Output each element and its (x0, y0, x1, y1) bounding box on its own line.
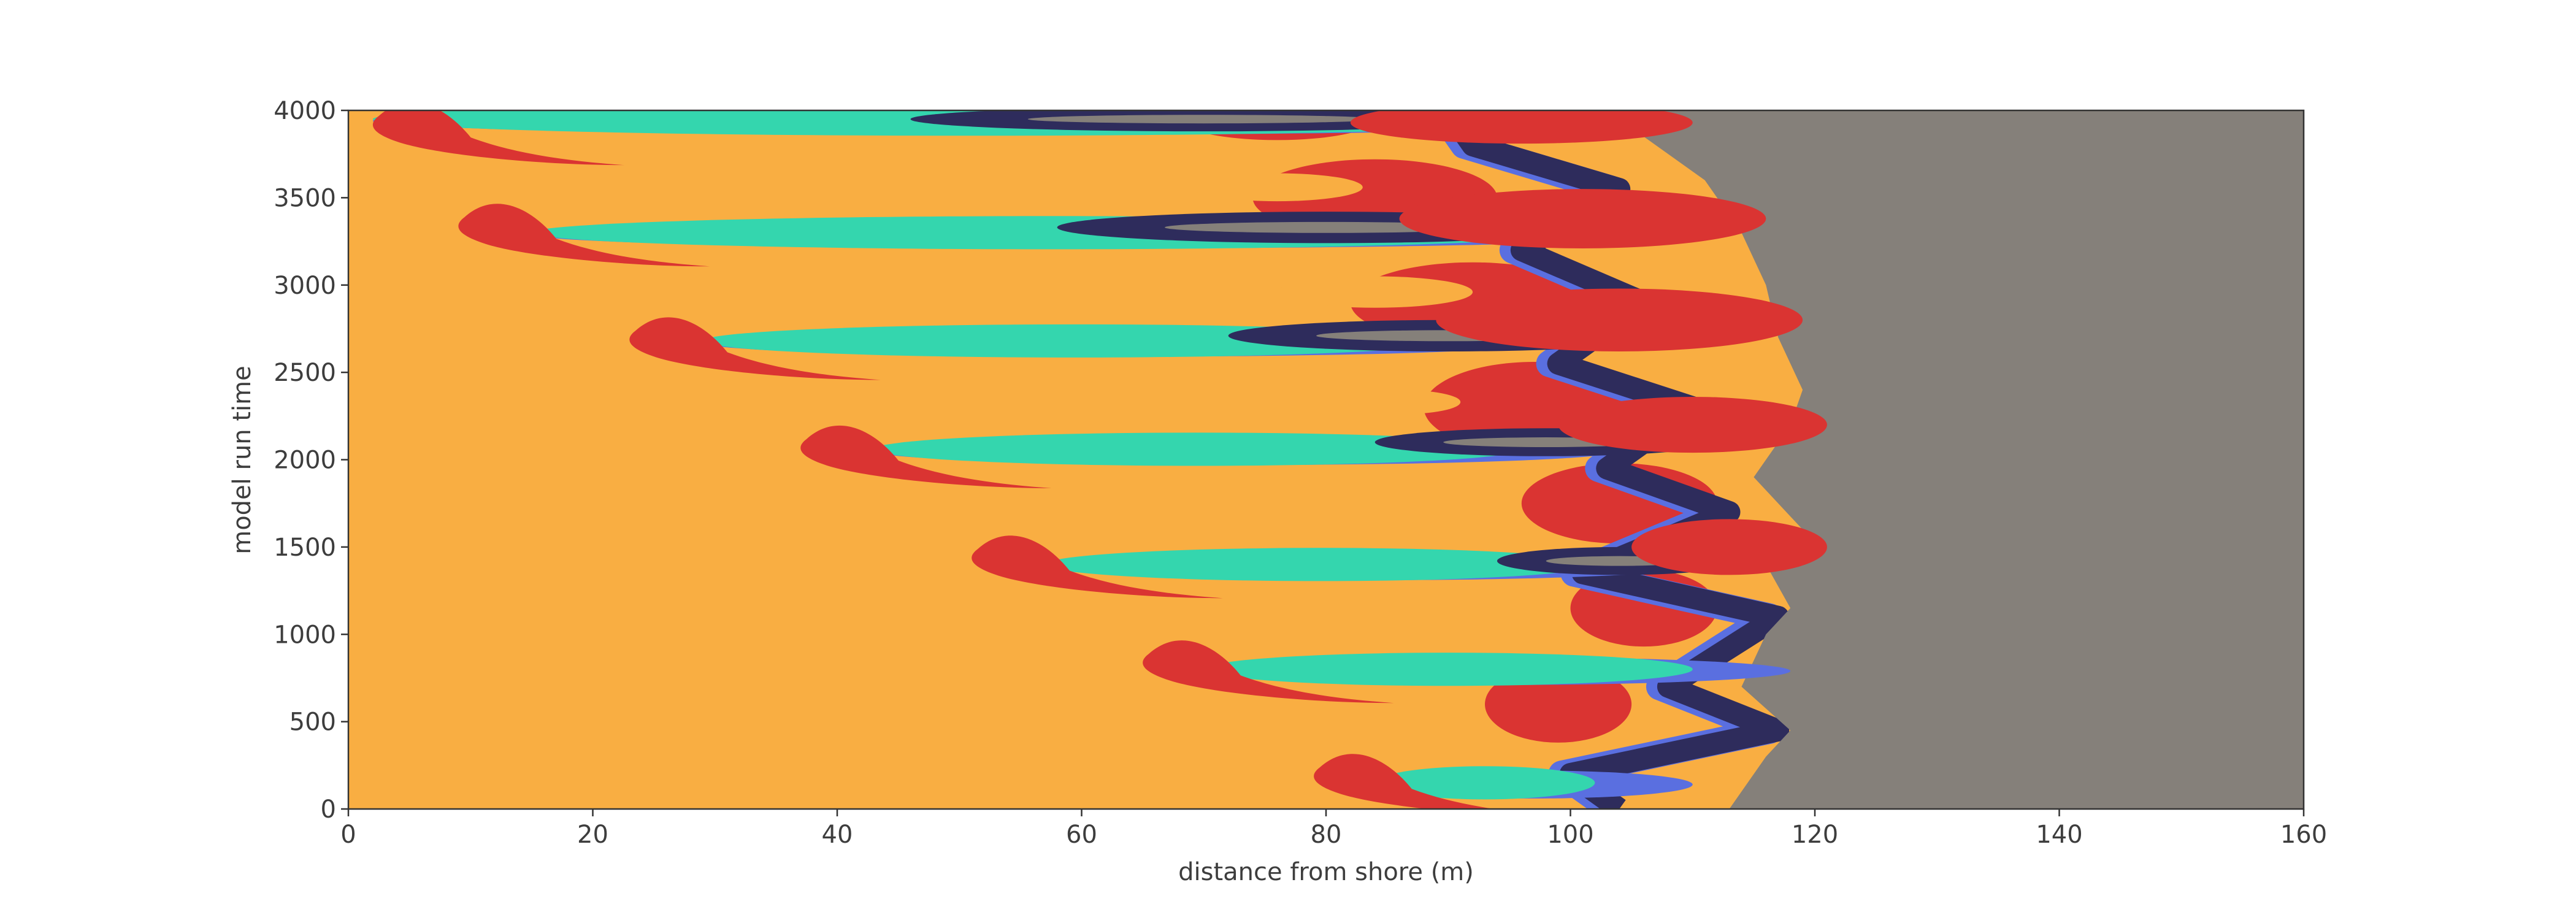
y-tick-label: 3500 (274, 184, 336, 212)
x-tick-label: 0 (340, 821, 356, 849)
facies-region (1631, 110, 2304, 809)
y-tick-label: 0 (321, 795, 336, 824)
y-tick-label: 4000 (274, 97, 336, 125)
y-axis-label: model run time (228, 366, 256, 554)
facies-region (1045, 548, 1595, 581)
y-tick-label: 3000 (274, 272, 336, 300)
facies-region (800, 425, 1052, 488)
y-tick-label: 1500 (274, 534, 336, 562)
facies-region (1191, 173, 1363, 202)
facies-region (1027, 115, 1380, 124)
facies-region (1374, 766, 1595, 800)
facies-region (1338, 389, 1461, 415)
facies-region (1399, 189, 1766, 248)
facies-region (1203, 653, 1693, 686)
facies-region (1314, 754, 1495, 809)
plot-area (348, 110, 2304, 809)
facies-region (629, 317, 881, 380)
y-tick-label: 2500 (274, 359, 336, 387)
facies-region (458, 204, 710, 267)
x-tick-label: 100 (1547, 821, 1593, 849)
x-tick-label: 140 (2036, 821, 2082, 849)
y-tick-label: 1000 (274, 621, 336, 649)
x-tick-label: 120 (1792, 821, 1838, 849)
facies-region (873, 432, 1522, 466)
facies-region (1143, 640, 1394, 703)
y-tick-label: 500 (289, 708, 336, 737)
facies-region (1631, 519, 1827, 575)
facies-region (1277, 276, 1473, 308)
facies-region (1350, 110, 1693, 144)
x-tick-label: 80 (1311, 821, 1342, 849)
x-tick-label: 40 (822, 821, 853, 849)
facies-region (372, 110, 624, 166)
x-tick-label: 60 (1066, 821, 1097, 849)
facies-region (1436, 288, 1803, 351)
x-tick-label: 20 (577, 821, 608, 849)
x-axis-label: distance from shore (m) (1178, 858, 1474, 886)
facies-region (1558, 396, 1827, 453)
x-tick-label: 160 (2280, 821, 2327, 849)
y-tick-label: 2000 (274, 447, 336, 475)
facies-region (972, 535, 1223, 599)
